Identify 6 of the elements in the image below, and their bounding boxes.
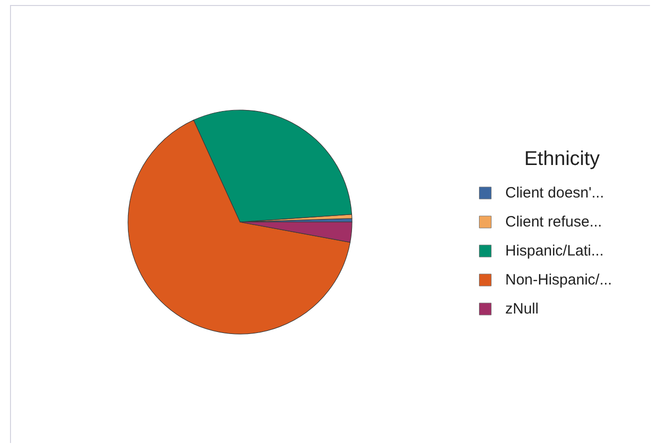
- legend-label: Hispanic/Lati...: [505, 242, 604, 260]
- legend-label: Client refuse...: [505, 214, 602, 230]
- legend-label: Non-Hispanic/...: [505, 272, 612, 288]
- legend-label: Client doesn'...: [505, 184, 604, 202]
- legend-label: zNull: [505, 300, 539, 318]
- legend-title: Ethnicity: [524, 148, 600, 170]
